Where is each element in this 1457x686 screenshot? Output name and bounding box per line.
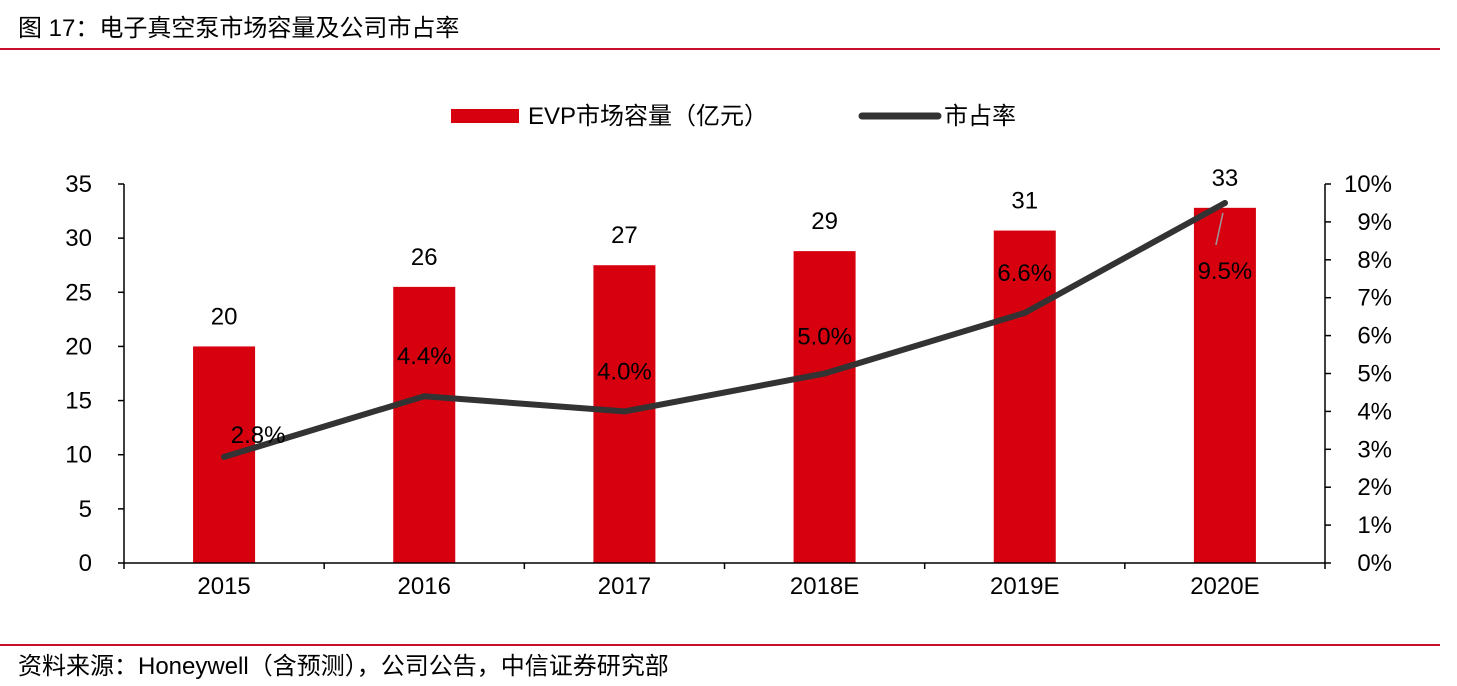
figure-title: 图 17：电子真空泵市场容量及公司市占率 <box>18 15 460 42</box>
share-value-label: 6.6% <box>997 260 1052 287</box>
right-tick-label: 4% <box>1357 398 1392 425</box>
right-tick-label: 1% <box>1357 512 1392 539</box>
source-rule <box>0 644 1440 646</box>
x-tick-label: 2020E <box>1190 573 1259 600</box>
source-note: 资料来源：Honeywell（含预测），公司公告，中信证券研究部 <box>18 653 669 680</box>
right-tick-label: 2% <box>1357 474 1392 501</box>
left-tick-label: 30 <box>65 225 92 252</box>
share-point-2020E <box>1221 199 1228 206</box>
bar-value-label: 29 <box>811 208 838 235</box>
right-tick-label: 6% <box>1357 323 1392 350</box>
share-point-2017 <box>621 408 628 415</box>
left-tick-label: 15 <box>65 388 92 415</box>
legend-bar-label: EVP市场容量（亿元） <box>528 103 768 130</box>
bar-value-label: 20 <box>211 303 238 330</box>
x-tick-label: 2018E <box>790 573 859 600</box>
bar-2020E <box>1193 207 1256 563</box>
share-point-2015 <box>221 453 228 460</box>
share-point-2018E <box>821 370 828 377</box>
share-value-label: 4.4% <box>397 343 452 370</box>
left-tick-label: 0 <box>79 550 92 577</box>
right-tick-label: 0% <box>1357 550 1392 577</box>
right-tick-label: 3% <box>1357 436 1392 463</box>
left-tick-label: 25 <box>65 279 92 306</box>
right-tick-label: 10% <box>1344 171 1392 198</box>
right-tick-label: 5% <box>1357 361 1392 388</box>
share-value-label: 9.5% <box>1198 258 1253 285</box>
x-tick-label: 2019E <box>990 573 1059 600</box>
share-point-2016 <box>421 393 428 400</box>
left-tick-label: 10 <box>65 442 92 469</box>
bar-2019E <box>993 230 1056 563</box>
x-axis: 2015 2016 2017 2018E 2019E 2020E <box>123 562 1326 600</box>
left-tick-label: 35 <box>65 171 92 198</box>
share-value-label: 2.8% <box>231 422 286 449</box>
legend-line-label: 市占率 <box>944 103 1016 130</box>
right-tick-label: 9% <box>1357 209 1392 236</box>
title-rule <box>0 48 1440 50</box>
bar-value-label: 27 <box>611 222 638 249</box>
bar-value-label: 31 <box>1011 188 1038 215</box>
line-series: 2.8% 4.4% 4.0% 5.0% 6.6% 9.5% <box>221 199 1253 460</box>
x-tick-label: 2017 <box>598 573 651 600</box>
share-value-label: 4.0% <box>597 358 652 385</box>
x-tick-label: 2016 <box>398 573 451 600</box>
right-tick-label: 7% <box>1357 285 1392 312</box>
bar-value-label: 26 <box>411 244 438 271</box>
x-tick-label: 2015 <box>197 573 250 600</box>
left-tick-label: 5 <box>79 496 92 523</box>
bar-2016 <box>393 286 456 563</box>
left-axis: 0 5 10 15 20 25 30 35 <box>65 171 125 577</box>
right-tick-label: 8% <box>1357 247 1392 274</box>
legend-bar-swatch <box>451 109 519 123</box>
share-label-leader <box>1215 212 1224 246</box>
share-point-2019E <box>1021 309 1028 316</box>
combo-chart: EVP市场容量（亿元） 市占率 0 5 10 15 20 25 30 35 0% 1% 2% 3% 4%… <box>65 103 1392 600</box>
bar-value-label: 33 <box>1212 165 1239 192</box>
bar-series: 20 26 27 29 31 33 <box>193 165 1256 563</box>
right-axis: 0% 1% 2% 3% 4% 5% 6% 7% 8% 9% 10% <box>1324 171 1392 577</box>
bar-2018E <box>793 251 856 563</box>
legend: EVP市场容量（亿元） 市占率 <box>451 103 1016 130</box>
share-value-label: 5.0% <box>797 324 852 351</box>
share-line <box>221 199 1228 460</box>
left-tick-label: 20 <box>65 333 92 360</box>
